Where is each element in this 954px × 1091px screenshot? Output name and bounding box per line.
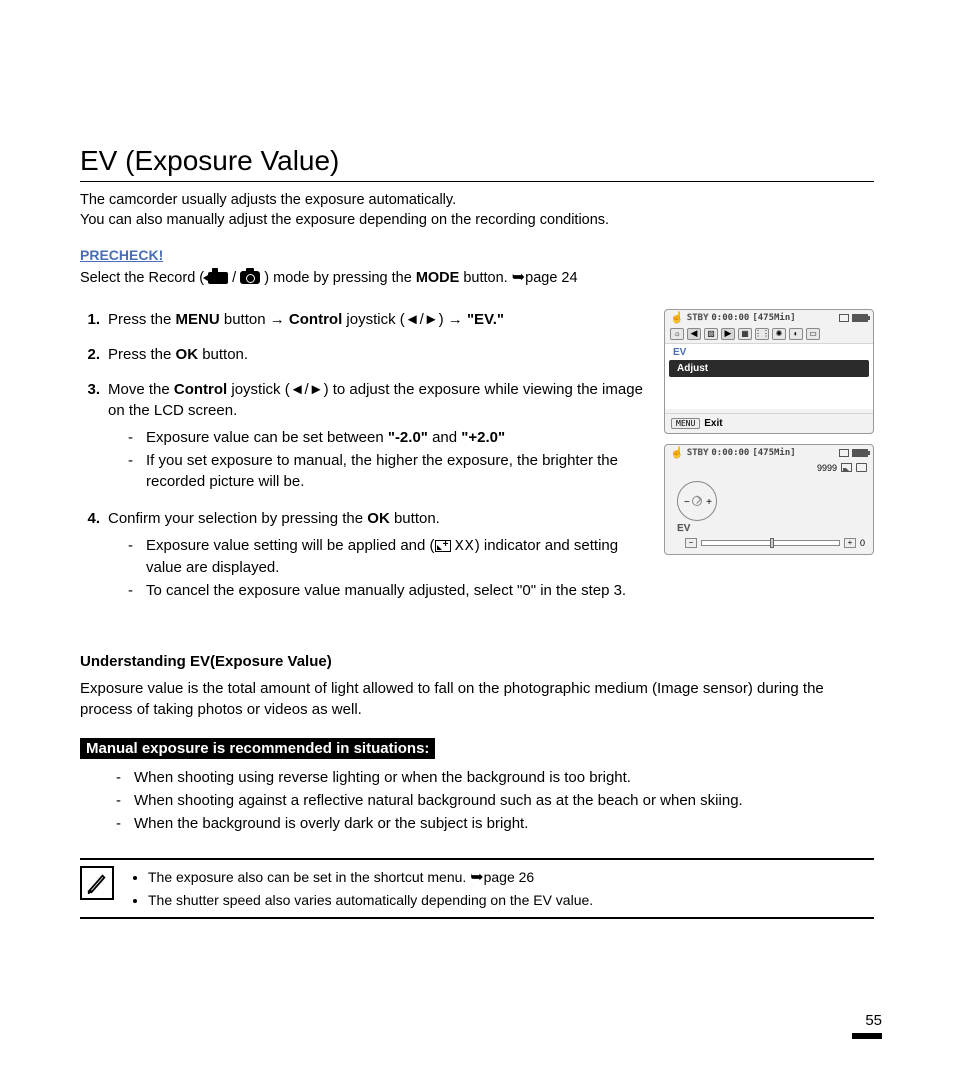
card-icon	[839, 314, 849, 322]
menu-icon: ⋮⋮	[755, 328, 769, 340]
step-number: 4.	[80, 508, 108, 603]
ev-dial: − +	[677, 481, 717, 521]
page-tab	[852, 1033, 882, 1039]
page-number: 55	[865, 1012, 882, 1029]
exit-label: Exit	[704, 418, 722, 429]
note-item: The exposure also can be set in the shor…	[148, 866, 593, 890]
picture-icon	[841, 463, 852, 472]
menu-icon: ◐	[789, 328, 803, 340]
slider-value: 0	[860, 538, 865, 548]
adjust-menu-item: Adjust	[669, 360, 869, 377]
ev-indicator-icon	[435, 540, 451, 552]
battery-icon	[852, 449, 868, 457]
intro-text: The camcorder usually adjusts the exposu…	[80, 190, 874, 231]
step-number: 1.	[80, 309, 108, 330]
right-arrow-icon: ▶	[721, 328, 735, 340]
page-title: EV (Exposure Value)	[80, 145, 874, 182]
precheck-label: PRECHECK!	[80, 247, 874, 263]
understanding-heading: Understanding EV(Exposure Value)	[80, 653, 874, 670]
ev-label: EV	[665, 523, 873, 534]
menu-icon: ✺	[772, 328, 786, 340]
photo-mode-icon	[240, 271, 260, 284]
menu-icon: ☼	[670, 328, 684, 340]
menu-icon: ▦	[738, 328, 752, 340]
menu-icon: ▭	[806, 328, 820, 340]
video-mode-icon	[208, 272, 228, 284]
lcd-screen-adjust: ☝ STBY 0:00:00 [475Min] 9999 − +	[664, 444, 874, 555]
note-box: The exposure also can be set in the shor…	[80, 858, 874, 919]
storage-icon	[856, 463, 867, 472]
note-item: The shutter speed also varies automatica…	[148, 890, 593, 911]
ev-slider: − + 0	[665, 534, 873, 554]
lcd-screenshots: ☝ STBY 0:00:00 [475Min] ☼ ◀ ▨ ▶ ▦ ⋮⋮ ✺	[664, 309, 874, 565]
photo-counter: 9999	[817, 463, 837, 473]
card-icon	[839, 449, 849, 457]
step-number: 2.	[80, 344, 108, 365]
understanding-text: Exposure value is the total amount of li…	[80, 678, 874, 720]
note-icon	[80, 866, 114, 900]
hand-icon: ☝	[670, 313, 684, 324]
steps-list: 1. Press the MENU button → Control joyst…	[80, 309, 650, 617]
precheck-line: Select the Record ( / ) mode by pressing…	[80, 267, 874, 287]
ev-menu-icon: ▨	[704, 328, 718, 340]
menu-button-label: MENU	[671, 418, 700, 429]
situations-heading: Manual exposure is recommended in situat…	[80, 738, 435, 759]
slider-plus-icon: +	[844, 538, 856, 548]
hand-icon: ☝	[670, 448, 684, 459]
menu-icon-row: ☼ ◀ ▨ ▶ ▦ ⋮⋮ ✺ ◐ ▭	[665, 326, 873, 344]
ev-menu-label: EV	[665, 344, 873, 360]
slider-minus-icon: −	[685, 538, 697, 548]
lcd-screen-menu: ☝ STBY 0:00:00 [475Min] ☼ ◀ ▨ ▶ ▦ ⋮⋮ ✺	[664, 309, 874, 434]
battery-icon	[852, 314, 868, 322]
situations-list: -When shooting using reverse lighting or…	[80, 767, 874, 834]
left-arrow-icon: ◀	[687, 328, 701, 340]
step-number: 3.	[80, 379, 108, 494]
